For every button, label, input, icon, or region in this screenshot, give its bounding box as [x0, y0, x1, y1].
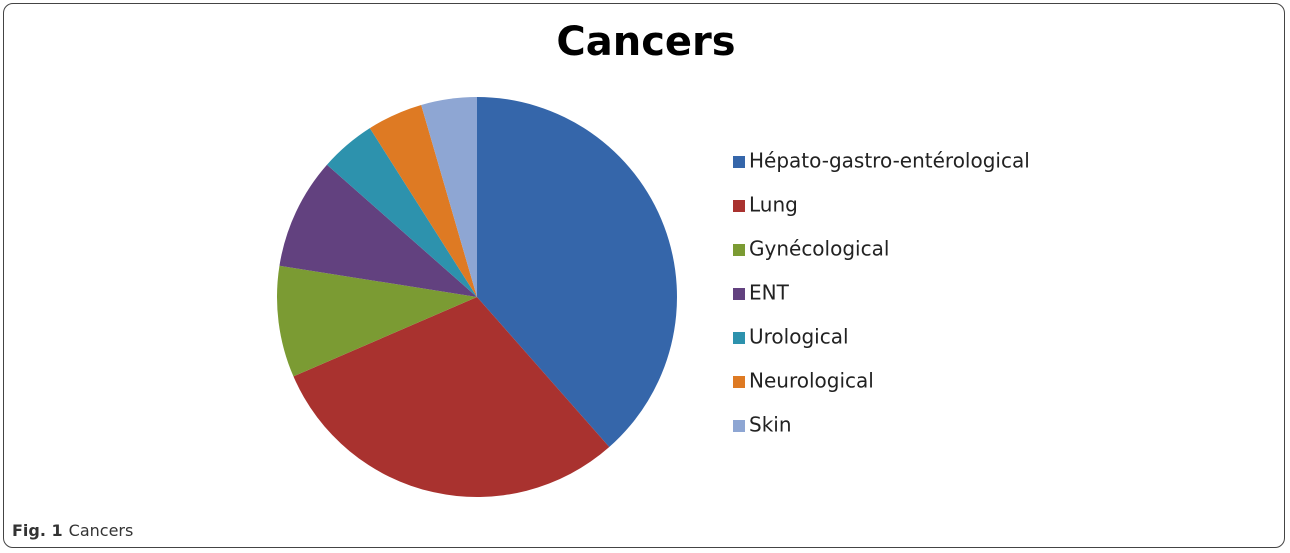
- pie-slice: [477, 97, 677, 448]
- chart-title: Cancers: [556, 19, 735, 65]
- legend-label: Urological: [749, 325, 849, 349]
- pie-slice: [279, 164, 477, 297]
- legend-label: Skin: [749, 413, 792, 437]
- legend-label: Gynécological: [749, 237, 889, 261]
- caption-text: Cancers: [69, 521, 134, 540]
- legend-swatch: [733, 332, 745, 344]
- legend-swatch: [733, 376, 745, 388]
- pie-slice: [293, 297, 610, 497]
- legend-swatch: [733, 244, 745, 256]
- legend-label: Hépato-gastro-entérological: [749, 149, 1030, 173]
- pie-slice: [276, 265, 477, 377]
- legend-swatch: [733, 156, 745, 168]
- figure-frame: [3, 3, 1285, 548]
- pie-slice: [369, 104, 477, 298]
- legend-label: ENT: [749, 281, 790, 305]
- legend-swatch: [733, 288, 745, 300]
- legend-label: Neurological: [749, 369, 874, 393]
- pie-slice: [326, 128, 477, 297]
- caption-label: Fig. 1: [12, 521, 63, 540]
- legend-swatch: [733, 200, 745, 212]
- legend-label: Lung: [749, 193, 798, 217]
- legend-swatch: [733, 420, 745, 432]
- caption: Fig. 1 Cancers: [12, 521, 133, 540]
- pie-slice: [421, 97, 477, 297]
